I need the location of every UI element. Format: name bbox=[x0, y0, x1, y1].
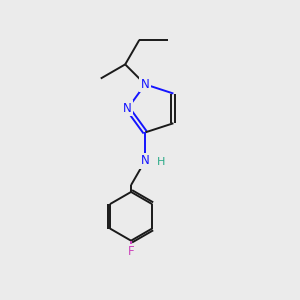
Text: N: N bbox=[141, 78, 149, 91]
Text: H: H bbox=[157, 157, 165, 167]
Text: F: F bbox=[128, 245, 134, 259]
Text: N: N bbox=[141, 154, 149, 167]
Text: N: N bbox=[123, 102, 132, 115]
